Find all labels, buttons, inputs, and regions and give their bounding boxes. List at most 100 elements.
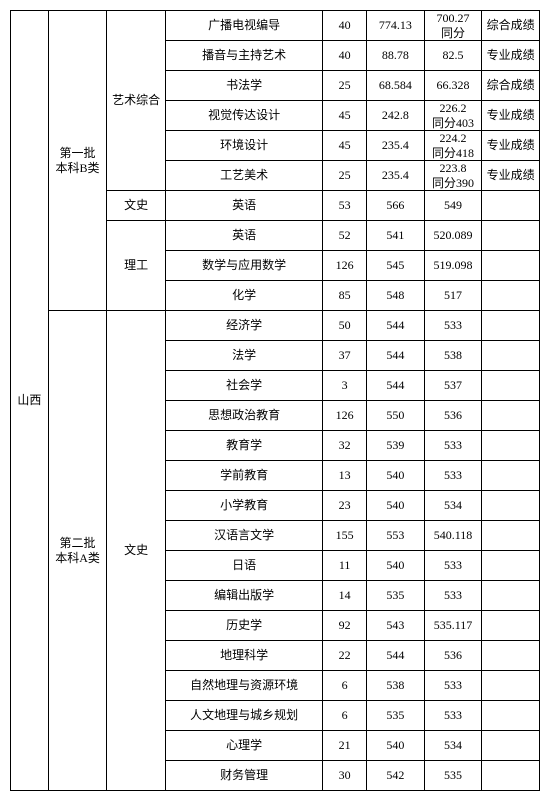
major-cell: 社会学: [166, 371, 323, 401]
value-cell: 45: [323, 131, 367, 161]
major-cell: 汉语言文学: [166, 521, 323, 551]
major-cell: 财务管理: [166, 761, 323, 791]
major-cell: 英语: [166, 191, 323, 221]
note-cell: [482, 371, 540, 401]
value-cell: 550: [367, 401, 425, 431]
note-cell: [482, 341, 540, 371]
major-cell: 化学: [166, 281, 323, 311]
value-cell: 519.098: [424, 251, 482, 281]
value-cell: 92: [323, 611, 367, 641]
admission-score-table: 山西第一批本科B类艺术综合广播电视编导40774.13700.27同分综合成绩播…: [10, 10, 540, 791]
value-cell: 536: [424, 641, 482, 671]
value-cell: 40: [323, 11, 367, 41]
value-cell: 22: [323, 641, 367, 671]
note-cell: [482, 221, 540, 251]
value-cell: 21: [323, 731, 367, 761]
major-cell: 环境设计: [166, 131, 323, 161]
note-cell: 专业成绩: [482, 41, 540, 71]
value-cell: 535.117: [424, 611, 482, 641]
value-cell: 533: [424, 701, 482, 731]
category-cell: 理工: [107, 221, 166, 311]
major-cell: 书法学: [166, 71, 323, 101]
value-cell: 25: [323, 161, 367, 191]
value-cell: 533: [424, 461, 482, 491]
note-cell: [482, 431, 540, 461]
value-cell: 32: [323, 431, 367, 461]
major-cell: 地理科学: [166, 641, 323, 671]
value-cell: 6: [323, 671, 367, 701]
value-cell: 537: [424, 371, 482, 401]
major-cell: 数学与应用数学: [166, 251, 323, 281]
note-cell: 专业成绩: [482, 161, 540, 191]
value-cell: 545: [367, 251, 425, 281]
value-cell: 535: [367, 701, 425, 731]
value-cell: 37: [323, 341, 367, 371]
value-cell: 235.4: [367, 131, 425, 161]
value-cell: 700.27同分: [424, 11, 482, 41]
value-cell: 242.8: [367, 101, 425, 131]
value-cell: 540: [367, 461, 425, 491]
value-cell: 553: [367, 521, 425, 551]
note-cell: 综合成绩: [482, 71, 540, 101]
major-cell: 广播电视编导: [166, 11, 323, 41]
value-cell: 533: [424, 431, 482, 461]
value-cell: 540: [367, 551, 425, 581]
major-cell: 法学: [166, 341, 323, 371]
batch-cell: 第一批本科B类: [48, 11, 107, 311]
value-cell: 40: [323, 41, 367, 71]
note-cell: [482, 191, 540, 221]
table-row: 第二批本科A类文史经济学50544533: [11, 311, 540, 341]
value-cell: 534: [424, 491, 482, 521]
value-cell: 535: [424, 761, 482, 791]
value-cell: 535: [367, 581, 425, 611]
value-cell: 533: [424, 581, 482, 611]
value-cell: 533: [424, 551, 482, 581]
value-cell: 88.78: [367, 41, 425, 71]
note-cell: [482, 251, 540, 281]
value-cell: 126: [323, 251, 367, 281]
value-cell: 536: [424, 401, 482, 431]
value-cell: 538: [424, 341, 482, 371]
value-cell: 126: [323, 401, 367, 431]
value-cell: 544: [367, 341, 425, 371]
value-cell: 13: [323, 461, 367, 491]
value-cell: 30: [323, 761, 367, 791]
value-cell: 544: [367, 641, 425, 671]
note-cell: [482, 761, 540, 791]
category-cell: 文史: [107, 311, 166, 791]
value-cell: 517: [424, 281, 482, 311]
note-cell: [482, 491, 540, 521]
table-row: 山西第一批本科B类艺术综合广播电视编导40774.13700.27同分综合成绩: [11, 11, 540, 41]
note-cell: 综合成绩: [482, 11, 540, 41]
value-cell: 3: [323, 371, 367, 401]
value-cell: 520.089: [424, 221, 482, 251]
note-cell: [482, 461, 540, 491]
note-cell: [482, 401, 540, 431]
note-cell: [482, 581, 540, 611]
major-cell: 工艺美术: [166, 161, 323, 191]
value-cell: 539: [367, 431, 425, 461]
note-cell: [482, 731, 540, 761]
value-cell: 540: [367, 731, 425, 761]
value-cell: 544: [367, 311, 425, 341]
major-cell: 经济学: [166, 311, 323, 341]
value-cell: 25: [323, 71, 367, 101]
value-cell: 235.4: [367, 161, 425, 191]
value-cell: 14: [323, 581, 367, 611]
note-cell: [482, 521, 540, 551]
major-cell: 播音与主持艺术: [166, 41, 323, 71]
major-cell: 自然地理与资源环境: [166, 671, 323, 701]
note-cell: [482, 281, 540, 311]
value-cell: 224.2同分418: [424, 131, 482, 161]
value-cell: 534: [424, 731, 482, 761]
note-cell: [482, 701, 540, 731]
value-cell: 52: [323, 221, 367, 251]
value-cell: 548: [367, 281, 425, 311]
major-cell: 教育学: [166, 431, 323, 461]
value-cell: 6: [323, 701, 367, 731]
value-cell: 82.5: [424, 41, 482, 71]
value-cell: 45: [323, 101, 367, 131]
value-cell: 155: [323, 521, 367, 551]
note-cell: [482, 611, 540, 641]
value-cell: 50: [323, 311, 367, 341]
